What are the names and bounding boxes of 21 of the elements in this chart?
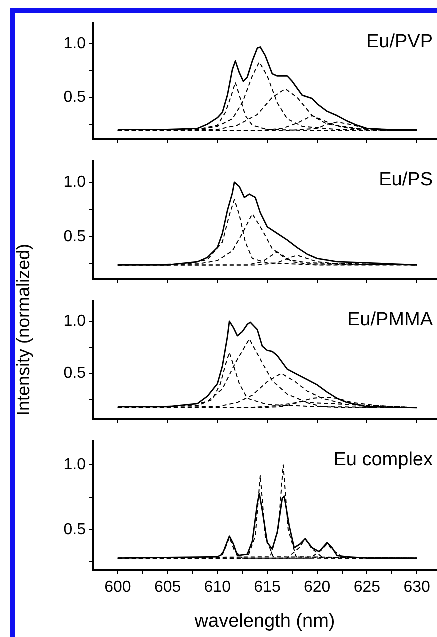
x-tick-label: 615 xyxy=(254,579,281,596)
y-tick-label: 0.5 xyxy=(64,521,86,538)
text: Eu/PS xyxy=(379,169,433,190)
text: Eu/PVP xyxy=(366,31,433,52)
y-tick-label: 1.0 xyxy=(64,456,86,474)
y-tick-label: 1.0 xyxy=(64,312,86,330)
x-tick-label: 600 xyxy=(104,579,132,596)
text: Eu/PMMA xyxy=(347,309,434,330)
y-tick-label: 1.0 xyxy=(64,35,86,52)
x-tick-label: 630 xyxy=(404,579,431,596)
y-axis-title: Intensity (normalized) xyxy=(14,244,34,416)
x-tick-label: 610 xyxy=(204,579,232,596)
x-tick-label: 620 xyxy=(304,579,331,596)
x-tick-label: 625 xyxy=(354,579,381,596)
x-tick-label: 605 xyxy=(154,579,182,596)
y-tick-label: 0.5 xyxy=(64,228,86,246)
y-tick-label: 0.5 xyxy=(64,364,86,382)
y-tick-label: 0.5 xyxy=(64,89,86,106)
x-axis-title: wavelength (nm) xyxy=(194,610,336,632)
text: Eu complex xyxy=(334,449,434,470)
y-tick-label: 1.0 xyxy=(64,174,86,191)
